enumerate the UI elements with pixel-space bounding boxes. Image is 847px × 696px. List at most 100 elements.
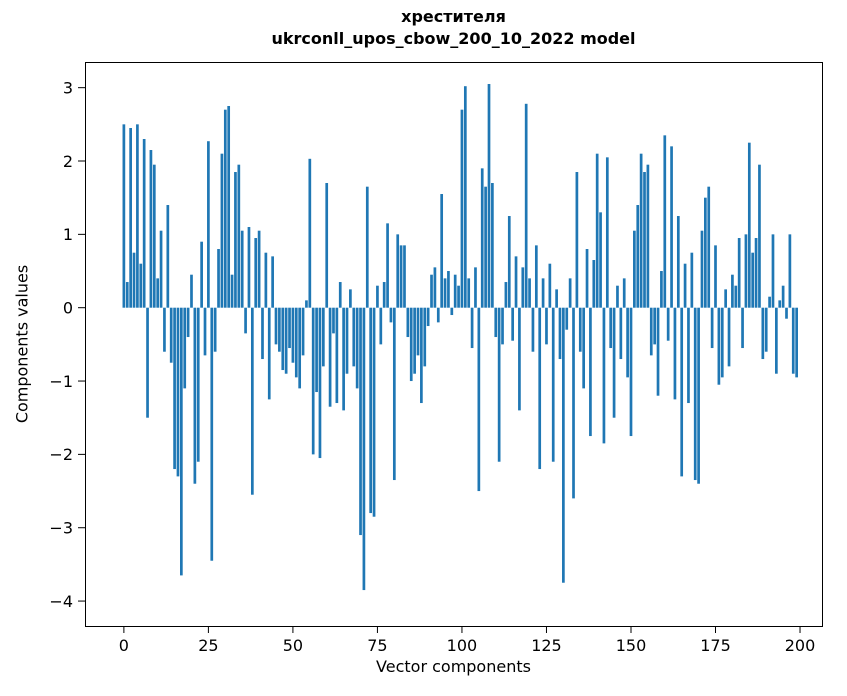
bar [139, 263, 143, 308]
bar [744, 234, 748, 308]
bar [359, 307, 362, 536]
bar [396, 234, 400, 308]
bar [338, 282, 342, 308]
bar [244, 307, 247, 334]
bar [731, 274, 734, 308]
bar [193, 307, 197, 484]
bar [294, 307, 298, 378]
bar [382, 282, 386, 308]
chart-subtitle: ukrconll_upos_cbow_200_10_2022 model [271, 29, 636, 48]
bar [328, 307, 332, 407]
bar [595, 153, 599, 308]
bar [477, 307, 481, 492]
bar [747, 142, 751, 308]
bar [639, 153, 643, 308]
bar [372, 307, 376, 517]
bar [541, 278, 545, 308]
bar [166, 205, 170, 308]
bar [636, 205, 640, 308]
chart-title: хрестителя [401, 7, 506, 26]
bar [149, 150, 153, 308]
bar [717, 307, 721, 385]
bar [210, 307, 214, 561]
x-tick-label: 125 [531, 636, 562, 655]
bar [555, 289, 558, 308]
bar [152, 164, 156, 308]
bar [734, 285, 738, 308]
bar [666, 307, 670, 341]
bar [386, 223, 389, 308]
bar [710, 307, 714, 349]
bar [646, 164, 650, 308]
bar [791, 307, 795, 374]
bar [217, 249, 220, 308]
bar [355, 307, 359, 389]
bar [433, 267, 437, 308]
bar [369, 307, 373, 514]
bar [764, 307, 768, 352]
bar [349, 289, 352, 308]
bar [629, 307, 633, 437]
bar [531, 307, 535, 352]
x-tick-label: 50 [283, 636, 303, 655]
bar [264, 252, 268, 308]
bar [656, 307, 660, 396]
bar [156, 278, 160, 308]
bar [758, 164, 761, 308]
bar [213, 307, 217, 352]
bar [298, 307, 302, 389]
bar [511, 307, 515, 341]
bar [443, 278, 447, 308]
bar [514, 256, 518, 308]
bar [521, 267, 525, 308]
bar [605, 157, 609, 308]
bar [311, 307, 315, 455]
bar [274, 307, 278, 345]
bar [207, 141, 210, 308]
bar [663, 135, 667, 308]
bar [480, 168, 484, 308]
bar [474, 267, 477, 308]
bar [389, 307, 393, 323]
bar [575, 172, 579, 308]
bar [332, 307, 335, 334]
bar [362, 307, 366, 591]
bar [518, 307, 521, 411]
bar [771, 234, 775, 308]
bar [704, 197, 707, 308]
y-tick-label: 3 [63, 78, 73, 97]
bar [440, 194, 444, 308]
bar [200, 241, 203, 308]
bar [761, 307, 765, 360]
bar [457, 285, 460, 308]
bar [551, 307, 555, 462]
bar [501, 307, 504, 345]
bar [278, 307, 281, 352]
bar [470, 307, 474, 349]
bar [781, 285, 785, 308]
bar [582, 307, 586, 389]
bar [281, 307, 285, 371]
bar [250, 307, 254, 495]
bar [697, 307, 700, 484]
bar [196, 307, 200, 462]
bar [534, 245, 538, 308]
bar [325, 183, 329, 308]
y-axis-label: Components values [12, 264, 32, 424]
bar [406, 307, 410, 338]
bar [315, 307, 318, 393]
y-tick-label: 1 [63, 225, 73, 244]
bar [737, 238, 741, 308]
bar [186, 307, 190, 338]
bar [136, 124, 139, 308]
bar [180, 307, 183, 576]
bar [548, 263, 552, 308]
bar [670, 146, 673, 308]
bar [693, 307, 697, 481]
bar [176, 307, 180, 477]
bar [365, 186, 369, 308]
bar [423, 307, 427, 367]
bar [676, 216, 680, 308]
bar [785, 307, 788, 319]
bar [528, 278, 531, 308]
